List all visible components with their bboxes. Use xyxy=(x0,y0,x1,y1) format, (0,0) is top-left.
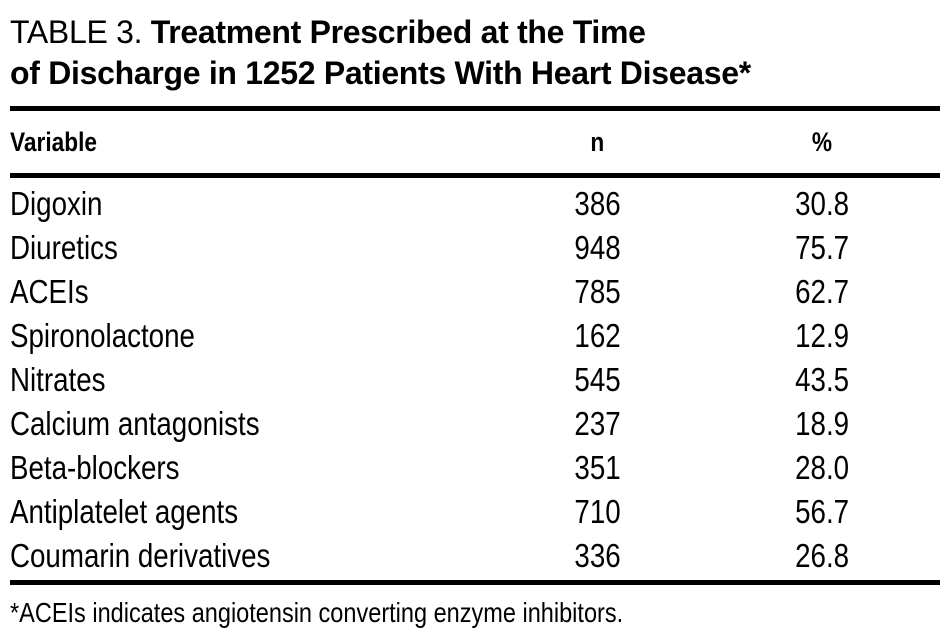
title-text-line2: of Discharge in 1252 Patients With Heart… xyxy=(10,55,751,91)
row-n-value: 386 xyxy=(574,185,621,222)
table-row-digoxin: Digoxin 386 30.8 xyxy=(10,182,940,226)
column-header-n-label: n xyxy=(590,126,605,157)
cell-n: 336 xyxy=(490,537,705,575)
table-row-beta-blockers: Beta-blockers 351 28.0 xyxy=(10,446,940,490)
title-text-line1: Treatment Prescribed at the Time xyxy=(150,14,646,50)
table-body: Digoxin 386 30.8 Diuretics 948 75.7 ACEI… xyxy=(10,178,940,580)
row-variable-label: Coumarin derivatives xyxy=(10,537,271,574)
rule-bottom xyxy=(10,580,940,585)
cell-percent: 30.8 xyxy=(705,185,940,223)
cell-variable: Spironolactone xyxy=(10,317,490,355)
table-number-label: TABLE 3. xyxy=(10,14,143,50)
row-percent-value: 56.7 xyxy=(795,493,850,530)
row-variable-label: ACEIs xyxy=(10,273,89,310)
rule-header-bottom xyxy=(10,173,940,178)
table-row-antiplatelet-agents: Antiplatelet agents 710 56.7 xyxy=(10,490,940,534)
row-n-value: 948 xyxy=(574,229,621,266)
row-variable-label: Antiplatelet agents xyxy=(10,493,239,530)
row-n-value: 351 xyxy=(574,449,621,486)
cell-n: 162 xyxy=(490,317,705,355)
row-percent-value: 30.8 xyxy=(795,185,850,222)
cell-variable: Digoxin xyxy=(10,185,490,223)
cell-variable: Antiplatelet agents xyxy=(10,493,490,531)
cell-percent: 43.5 xyxy=(705,361,940,399)
cell-percent: 75.7 xyxy=(705,229,940,267)
title-line-1: TABLE 3. Treatment Prescribed at the Tim… xyxy=(10,12,940,53)
table-row-calcium-antagonists: Calcium antagonists 237 18.9 xyxy=(10,402,940,446)
cell-percent: 56.7 xyxy=(705,493,940,531)
row-percent-value: 43.5 xyxy=(795,361,850,398)
column-header-percent-label: % xyxy=(812,126,833,157)
cell-n: 948 xyxy=(490,229,705,267)
row-variable-label: Digoxin xyxy=(10,185,103,222)
row-n-value: 545 xyxy=(574,361,621,398)
cell-n: 351 xyxy=(490,449,705,487)
row-variable-label: Nitrates xyxy=(10,361,106,398)
row-n-value: 710 xyxy=(574,493,621,530)
footnote-text: *ACEIs indicates angiotensin converting … xyxy=(10,597,624,628)
row-variable-label: Spironolactone xyxy=(10,317,195,354)
row-variable-label: Beta-blockers xyxy=(10,449,180,486)
cell-n: 386 xyxy=(490,185,705,223)
cell-variable: Beta-blockers xyxy=(10,449,490,487)
column-header-variable-label: Variable xyxy=(10,126,98,157)
footnote: *ACEIs indicates angiotensin converting … xyxy=(10,597,940,629)
cell-n: 545 xyxy=(490,361,705,399)
rule-top xyxy=(10,106,940,111)
cell-percent: 18.9 xyxy=(705,405,940,443)
row-percent-value: 12.9 xyxy=(795,317,850,354)
table-row-nitrates: Nitrates 545 43.5 xyxy=(10,358,940,402)
row-n-value: 162 xyxy=(574,317,621,354)
cell-variable: Diuretics xyxy=(10,229,490,267)
cell-n: 237 xyxy=(490,405,705,443)
row-n-value: 237 xyxy=(574,405,621,442)
table-title: TABLE 3. Treatment Prescribed at the Tim… xyxy=(10,12,940,94)
cell-percent: 62.7 xyxy=(705,273,940,311)
table-row-diuretics: Diuretics 948 75.7 xyxy=(10,226,940,270)
row-n-value: 336 xyxy=(574,537,621,574)
column-header-n: n xyxy=(490,127,705,158)
row-variable-label: Calcium antagonists xyxy=(10,405,260,442)
cell-n: 710 xyxy=(490,493,705,531)
row-percent-value: 28.0 xyxy=(795,449,850,486)
cell-variable: Calcium antagonists xyxy=(10,405,490,443)
cell-percent: 28.0 xyxy=(705,449,940,487)
row-percent-value: 18.9 xyxy=(795,405,850,442)
title-line-2: of Discharge in 1252 Patients With Heart… xyxy=(10,53,940,94)
table-row-aceis: ACEIs 785 62.7 xyxy=(10,270,940,314)
row-variable-label: Diuretics xyxy=(10,229,118,266)
row-percent-value: 26.8 xyxy=(795,537,850,574)
table-row-spironolactone: Spironolactone 162 12.9 xyxy=(10,314,940,358)
cell-variable: Coumarin derivatives xyxy=(10,537,490,575)
cell-variable: Nitrates xyxy=(10,361,490,399)
column-header-variable: Variable xyxy=(10,127,490,158)
row-percent-value: 75.7 xyxy=(795,229,850,266)
row-percent-value: 62.7 xyxy=(795,273,850,310)
cell-n: 785 xyxy=(490,273,705,311)
column-header-percent: % xyxy=(705,127,940,158)
table-header-row: Variable n % xyxy=(10,111,940,173)
row-n-value: 785 xyxy=(574,273,621,310)
cell-percent: 12.9 xyxy=(705,317,940,355)
cell-percent: 26.8 xyxy=(705,537,940,575)
cell-variable: ACEIs xyxy=(10,273,490,311)
table-row-coumarin-derivatives: Coumarin derivatives 336 26.8 xyxy=(10,534,940,578)
